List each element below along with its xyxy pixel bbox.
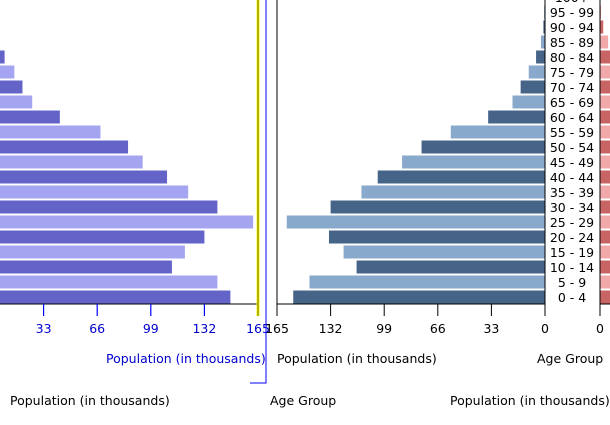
right-bar-50-54 xyxy=(600,140,610,154)
right-bar-15-19 xyxy=(600,245,610,259)
age-label-80-84: 80 - 84 xyxy=(550,50,594,65)
right-bar-75-79 xyxy=(600,65,610,79)
right-bar-60-64 xyxy=(600,110,610,124)
age-label-95-99: 95 - 99 xyxy=(550,5,594,20)
age-label-65-69: 65 - 69 xyxy=(550,95,594,110)
right-bar-70-74 xyxy=(600,80,610,94)
left-tick-label-33: 33 xyxy=(36,321,52,336)
left-bar-45-49 xyxy=(0,155,143,169)
age-label-90-94: 90 - 94 xyxy=(550,20,594,35)
right-bar-5-9 xyxy=(600,275,610,289)
middle-tick-label-132: 132 xyxy=(319,321,343,336)
age-label-60-64: 60 - 64 xyxy=(550,110,594,125)
right-bar-10-14 xyxy=(600,260,610,274)
age-label-35-39: 35 - 39 xyxy=(550,185,594,200)
age-label-10-14: 10 - 14 xyxy=(550,260,594,275)
left-tick-label-132: 132 xyxy=(192,321,216,336)
age-label-40-44: 40 - 44 xyxy=(550,170,594,185)
age-label-50-54: 50 - 54 xyxy=(550,140,594,155)
bottom-left-label: Population (in thousands) xyxy=(10,393,170,408)
middle-x-axis-label: Population (in thousands) xyxy=(277,351,437,366)
middle-bar-90-94 xyxy=(543,20,545,34)
age-label-30-34: 30 - 34 xyxy=(550,200,594,215)
left-bar-20-24 xyxy=(0,230,205,244)
right-bar-80-84 xyxy=(600,50,610,64)
middle-bar-40-44 xyxy=(377,170,545,184)
left-bar-10-14 xyxy=(0,260,172,274)
left-bar-40-44 xyxy=(0,170,168,184)
middle-bar-0-4 xyxy=(293,290,545,304)
left-tick-label-99: 99 xyxy=(143,321,159,336)
right-bar-65-69 xyxy=(600,95,610,109)
left-tick-label-66: 66 xyxy=(89,321,105,336)
left-bar-60-64 xyxy=(0,110,60,124)
bottom-right-label: Population (in thousands) xyxy=(450,393,610,408)
age-label-85-89: 85 - 89 xyxy=(550,35,594,50)
left-bar-65-69 xyxy=(0,95,33,109)
middle-bar-35-39 xyxy=(361,185,545,199)
age-label-5-9: 5 - 9 xyxy=(558,275,586,290)
age-label-25-29: 25 - 29 xyxy=(550,215,594,230)
middle-tick-label-165: 165 xyxy=(265,321,289,336)
right-bar-40-44 xyxy=(600,170,610,184)
left-bar-55-59 xyxy=(0,125,101,139)
middle-tick-label-66: 66 xyxy=(430,321,446,336)
middle-bar-85-89 xyxy=(540,35,545,49)
age-label-55-59: 55 - 59 xyxy=(550,125,594,140)
right-bar-45-49 xyxy=(600,155,610,169)
age-label-45-49: 45 - 49 xyxy=(550,155,594,170)
middle-bar-75-79 xyxy=(528,65,545,79)
right-bar-25-29 xyxy=(600,215,610,229)
left-bar-35-39 xyxy=(0,185,189,199)
right-bar-0-4 xyxy=(600,290,610,304)
middle-bar-25-29 xyxy=(286,215,545,229)
right-tick-label-0: 0 xyxy=(596,321,604,336)
middle-bar-65-69 xyxy=(512,95,545,109)
left-x-axis-label: Population (in thousands) xyxy=(106,351,266,366)
age-label-0-4: 0 - 4 xyxy=(558,290,586,305)
middle-bar-45-49 xyxy=(402,155,545,169)
age-label-20-24: 20 - 24 xyxy=(550,230,594,245)
left-bar-30-34 xyxy=(0,200,218,214)
left-bar-0-4 xyxy=(0,290,231,304)
age-label-100+: 100+ xyxy=(555,0,589,5)
left-bar-75-79 xyxy=(0,65,15,79)
middle-tick-label-99: 99 xyxy=(376,321,392,336)
middle-bar-15-19 xyxy=(343,245,545,259)
age-label-15-19: 15 - 19 xyxy=(550,245,594,260)
middle-tick-label-0: 0 xyxy=(541,321,549,336)
right-bar-20-24 xyxy=(600,230,610,244)
middle-bar-10-14 xyxy=(356,260,545,274)
left-bar-70-74 xyxy=(0,80,23,94)
age-label-70-74: 70 - 74 xyxy=(550,80,594,95)
middle-bar-5-9 xyxy=(309,275,545,289)
right-bar-30-34 xyxy=(600,200,610,214)
left-bar-5-9 xyxy=(0,275,218,289)
middle-tick-label-33: 33 xyxy=(483,321,499,336)
middle-bar-30-34 xyxy=(330,200,545,214)
middle-bar-20-24 xyxy=(328,230,545,244)
right-bar-35-39 xyxy=(600,185,610,199)
middle-bar-60-64 xyxy=(488,110,545,124)
right-bar-90-94 xyxy=(600,20,604,34)
left-bar-80-84 xyxy=(0,50,5,64)
middle-bar-50-54 xyxy=(421,140,545,154)
right-bar-55-59 xyxy=(600,125,610,139)
middle-bar-80-84 xyxy=(536,50,545,64)
divider-line xyxy=(250,0,267,384)
left-bar-50-54 xyxy=(0,140,129,154)
left-bar-25-29 xyxy=(0,215,254,229)
middle-bar-55-59 xyxy=(450,125,545,139)
bottom-middle-label: Age Group xyxy=(270,393,337,408)
left-tick-label-165: 165 xyxy=(246,321,270,336)
middle-bar-70-74 xyxy=(520,80,545,94)
age-group-axis-label: Age Group xyxy=(537,351,604,366)
right-bar-85-89 xyxy=(600,35,609,49)
left-bar-15-19 xyxy=(0,245,185,259)
age-label-75-79: 75 - 79 xyxy=(550,65,594,80)
